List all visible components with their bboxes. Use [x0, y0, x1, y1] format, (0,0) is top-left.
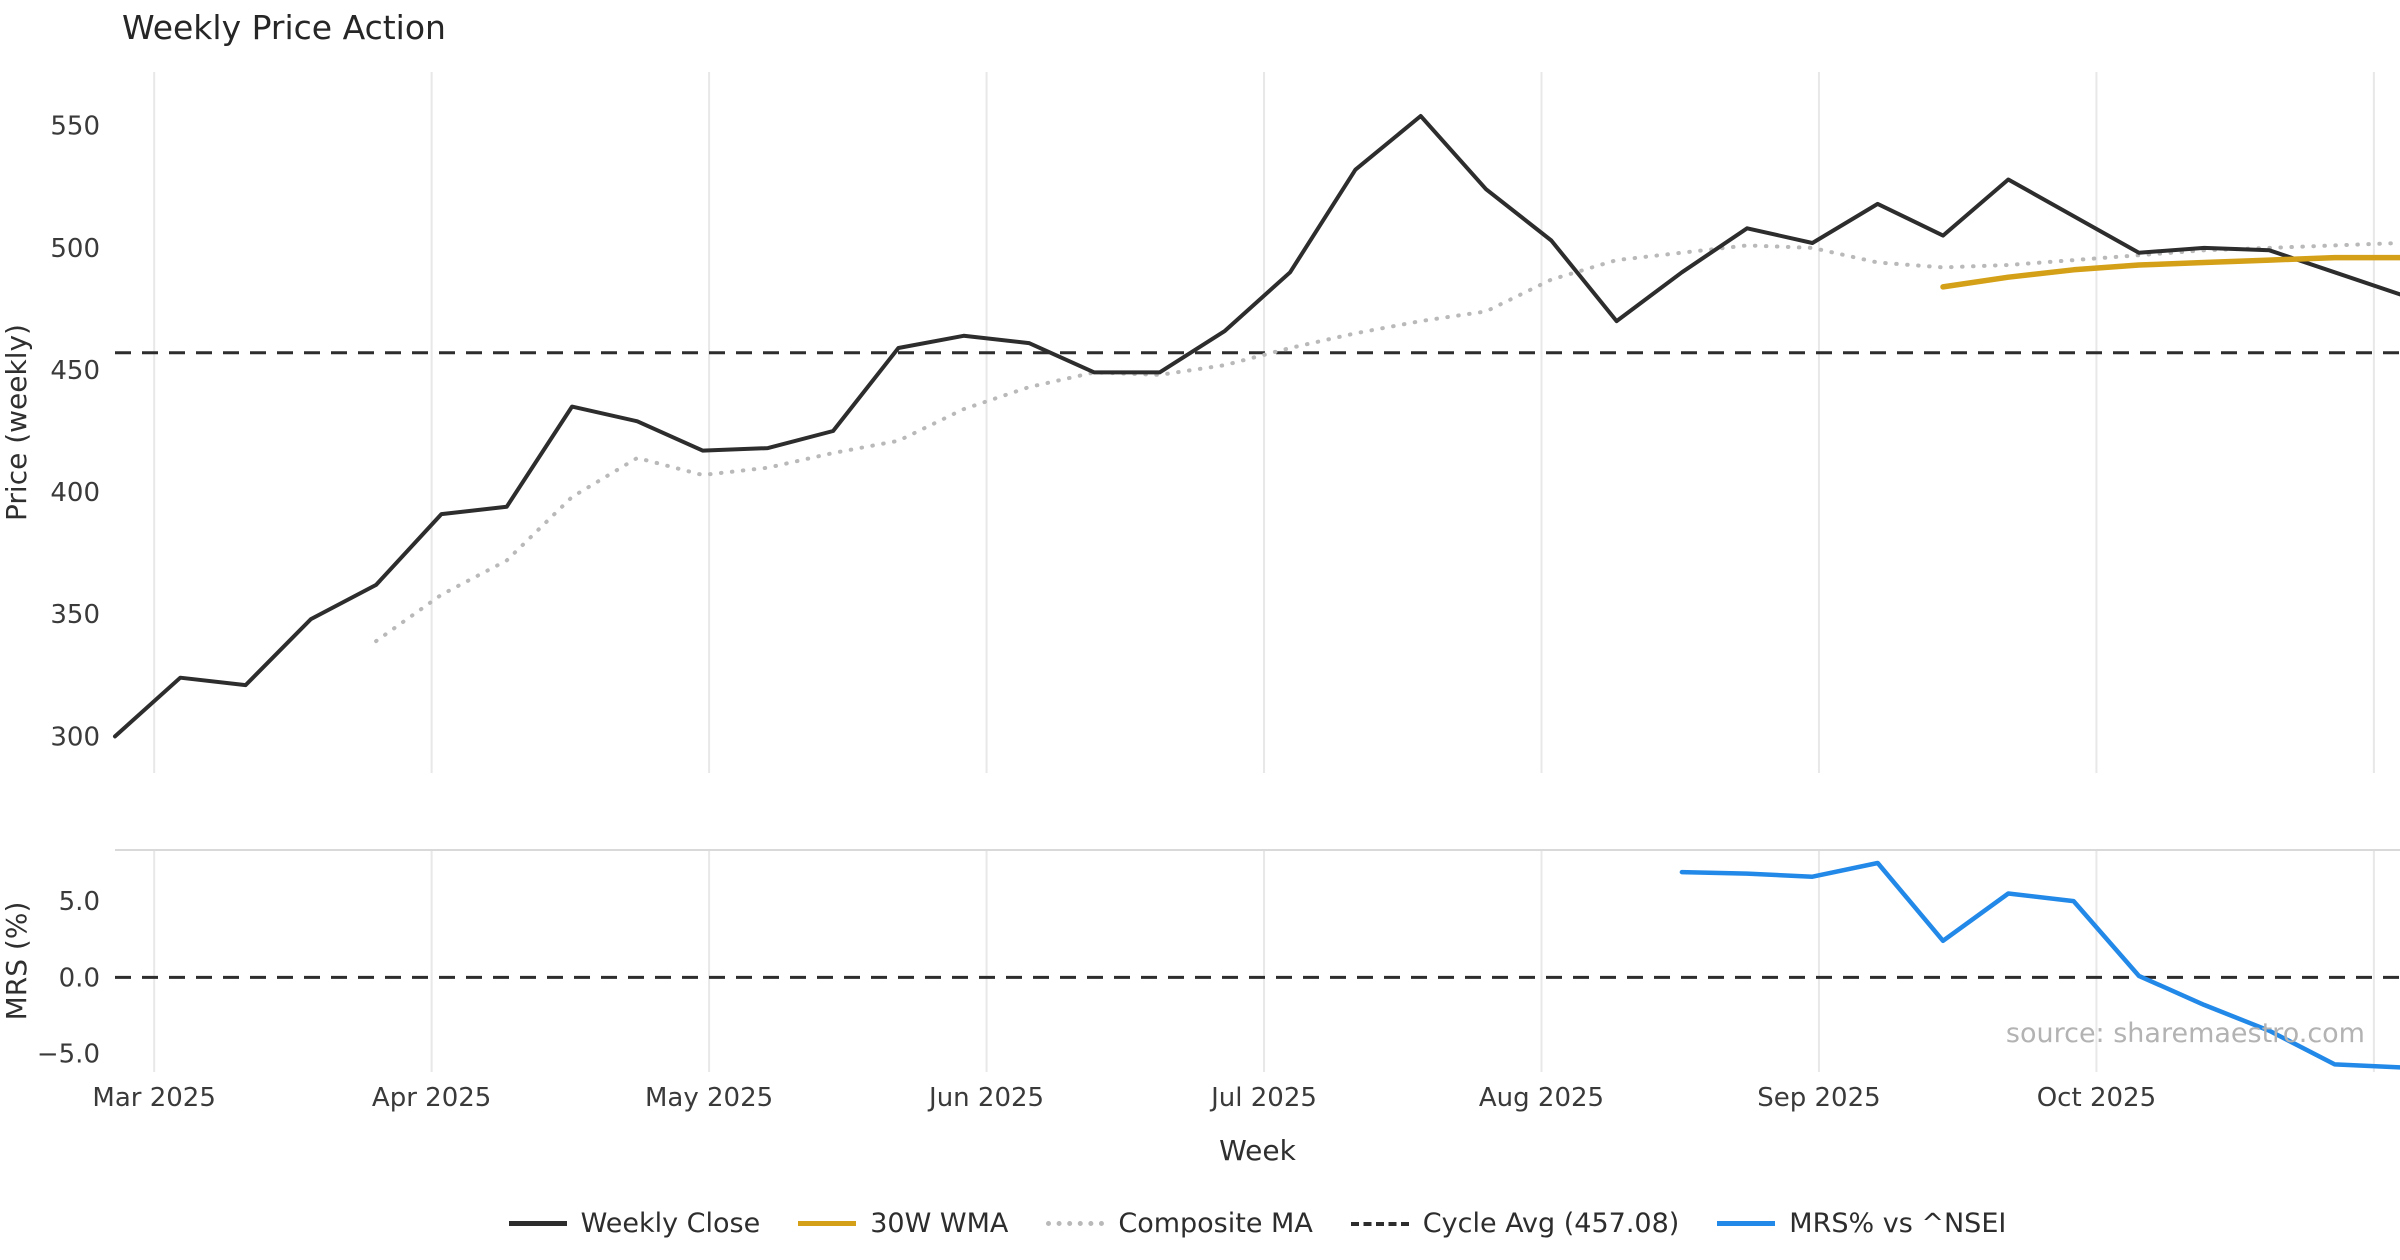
mrs-line [1679, 860, 2400, 1070]
chart-title: Weekly Price Action [122, 8, 446, 47]
legend-label-30w-wma: 30W WMA [870, 1208, 1009, 1239]
weekly-close-line [113, 114, 2400, 739]
y-tick-label: 400 [50, 478, 100, 508]
x-tick-label: Sep 2025 [1757, 1083, 1880, 1113]
wma-30w-line-sample [798, 1221, 857, 1226]
x-tick-label: May 2025 [645, 1083, 773, 1113]
x-tick-label: Mar 2025 [92, 1083, 216, 1113]
y-tick-label: 450 [50, 356, 100, 386]
y-tick-label: 0.0 [59, 963, 100, 993]
y-tick-label: 550 [50, 112, 100, 142]
mrs-line-sample [1717, 1221, 1776, 1226]
legend-label-cycle-avg: Cycle Avg (457.08) [1422, 1208, 1680, 1239]
legend-label-mrs: MRS% vs ^NSEI [1789, 1208, 2007, 1239]
legend-item-composite-ma: Composite MA [1046, 1208, 1313, 1239]
chart-legend: Weekly Close 30W WMA Composite MA Cycle … [115, 1208, 2400, 1239]
y-axis-label: MRS (%) [0, 902, 33, 1021]
legend-item-30w-wma: 30W WMA [798, 1208, 1008, 1239]
legend-label-composite-ma: Composite MA [1118, 1208, 1313, 1239]
composite-ma-line-sample [1046, 1221, 1105, 1226]
y-tick-label: 350 [50, 600, 100, 630]
legend-label-weekly-close: Weekly Close [580, 1208, 761, 1239]
x-tick-label: Apr 2025 [372, 1083, 491, 1113]
y-tick-label: 300 [50, 722, 100, 752]
y-tick-label: −5.0 [37, 1040, 100, 1070]
weekly-close-line-sample [508, 1221, 567, 1226]
x-axis-label: Week [1219, 1134, 1296, 1167]
y-tick-label: 500 [50, 234, 100, 264]
y-axis-label: Price (weekly) [0, 324, 33, 521]
x-tick-label: Oct 2025 [2037, 1083, 2156, 1113]
cycle-avg-line-sample [1350, 1221, 1409, 1226]
x-tick-label: Aug 2025 [1479, 1083, 1604, 1113]
x-tick-label: Jun 2025 [927, 1083, 1044, 1113]
y-tick-label: 5.0 [59, 887, 100, 917]
composite-ma-line [374, 241, 2400, 644]
source-note: source: sharemaestro.com [2005, 1018, 2365, 1049]
x-tick-label: Jul 2025 [1209, 1083, 1317, 1113]
legend-item-weekly-close: Weekly Close [508, 1208, 761, 1239]
legend-item-mrs: MRS% vs ^NSEI [1717, 1208, 2006, 1239]
legend-item-cycle-avg: Cycle Avg (457.08) [1350, 1208, 1680, 1239]
wma-30w-line [1940, 254, 2400, 290]
